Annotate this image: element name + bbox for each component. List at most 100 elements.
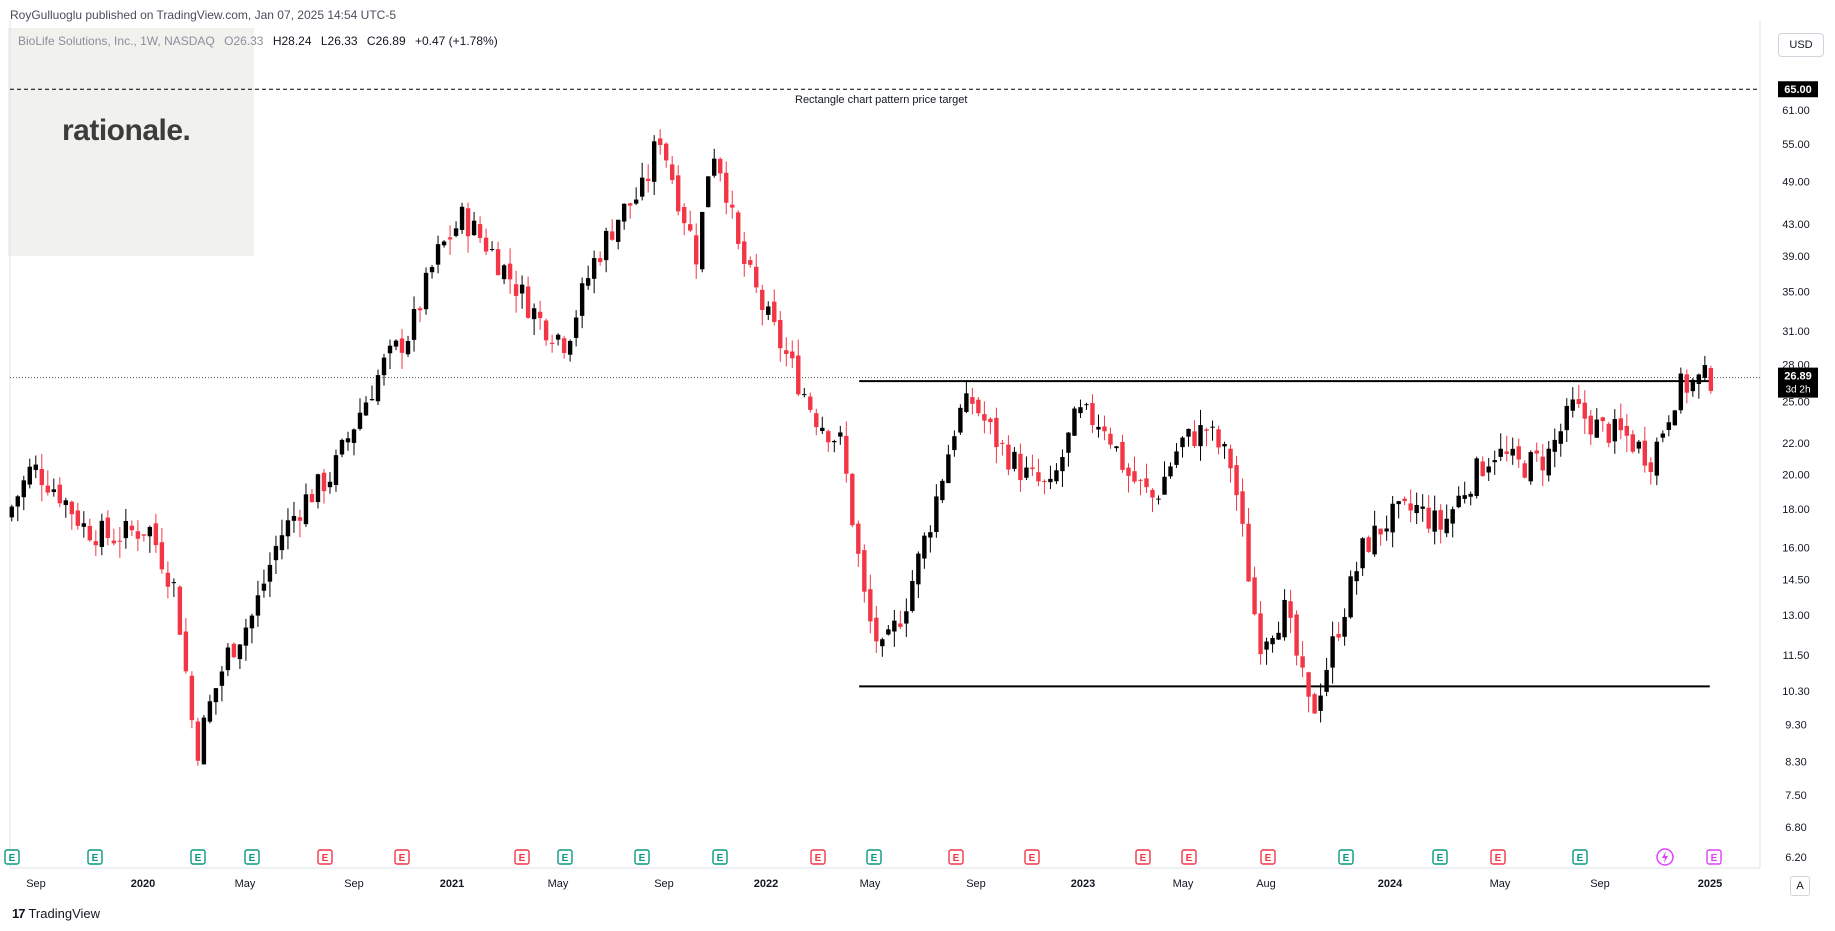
candle [183, 618, 189, 674]
candle [219, 666, 225, 702]
candle-body [964, 393, 969, 412]
candle-body [838, 432, 843, 437]
candle-body [1222, 443, 1227, 447]
candle [435, 235, 441, 274]
candle [1162, 461, 1167, 495]
candle [964, 380, 969, 414]
candle-body [1618, 418, 1624, 431]
candle [1486, 457, 1491, 481]
candle-body [1696, 374, 1702, 384]
candle [1240, 478, 1245, 537]
candle [880, 637, 885, 657]
candle [1276, 621, 1281, 640]
candle-body [423, 272, 429, 310]
candle [495, 241, 501, 276]
earnings-marker: E [394, 849, 410, 865]
candle-body [1396, 501, 1401, 505]
candle [1636, 439, 1642, 454]
candle [663, 142, 669, 168]
candle [1120, 434, 1125, 473]
earnings-e-letter: E [322, 853, 329, 864]
candle-body [1018, 453, 1023, 481]
candles [9, 129, 1714, 766]
candle-body [1588, 415, 1593, 435]
candle [1036, 458, 1041, 487]
candle [904, 598, 909, 637]
candle [309, 488, 315, 503]
candle [1210, 420, 1215, 441]
high-value: H28.24 [272, 34, 312, 48]
auto-scale-button[interactable]: A [1790, 876, 1810, 896]
candle [778, 310, 783, 362]
candle-body [1336, 633, 1341, 638]
price-tick-label: 14.50 [1782, 574, 1810, 586]
candle [1138, 478, 1143, 496]
candle [447, 225, 453, 255]
candle [375, 369, 381, 406]
candle-body [754, 266, 759, 288]
candle-body [225, 647, 231, 671]
candle [922, 532, 927, 569]
candle-body [868, 589, 873, 622]
candle [255, 580, 261, 627]
earnings-e-icon [1181, 849, 1197, 865]
tradingview-footer[interactable]: 17 TradingView [12, 906, 100, 921]
candle [513, 270, 519, 313]
candle [1366, 535, 1371, 553]
candle [1216, 425, 1221, 455]
candle-body [39, 469, 44, 486]
candle-body [189, 675, 195, 721]
candle [327, 472, 333, 494]
candle [1396, 500, 1401, 519]
candle [285, 508, 291, 550]
candle-body [111, 540, 117, 544]
candle [87, 518, 93, 542]
candle-body [555, 334, 561, 340]
candle-body [273, 545, 279, 561]
candle-body [1006, 444, 1011, 470]
candle-body [976, 399, 981, 414]
candle [51, 478, 57, 497]
candle-body [1300, 656, 1305, 668]
price-tick-label: 10.30 [1782, 686, 1810, 698]
candle-body [15, 496, 20, 507]
candle-body [736, 212, 741, 244]
candle [976, 397, 981, 417]
candle [1126, 463, 1131, 493]
candle [1510, 437, 1515, 465]
candle [237, 643, 243, 670]
candle [1306, 671, 1311, 713]
candle [1684, 369, 1690, 404]
candle [946, 444, 951, 484]
candle-body [778, 319, 783, 349]
candle-body [579, 283, 585, 316]
candle [802, 387, 807, 398]
price-tick-label: 8.30 [1785, 757, 1806, 769]
candle-body [1504, 451, 1509, 454]
earnings-marker: E [866, 849, 882, 865]
candle [1534, 442, 1539, 463]
candle [405, 335, 411, 357]
candle [712, 148, 717, 178]
candle [261, 569, 267, 598]
candle-body [946, 454, 951, 484]
earnings-e-icon [244, 849, 260, 865]
candle [1576, 384, 1581, 409]
candle [111, 528, 117, 546]
candle-body [1438, 510, 1443, 530]
candle-body [375, 375, 381, 402]
candle [892, 609, 897, 647]
candle [1690, 378, 1696, 397]
earnings-e-letter: E [92, 853, 99, 864]
currency-button[interactable]: USD [1778, 33, 1824, 57]
candle-body [1516, 446, 1521, 460]
candle-body [573, 317, 579, 338]
candle-body [615, 219, 621, 242]
candle-body [1150, 489, 1155, 498]
candle-body [1102, 426, 1107, 432]
earnings-e-letter: E [1029, 853, 1036, 864]
candle-body [249, 615, 255, 629]
candle [315, 473, 321, 509]
candle [1144, 463, 1149, 493]
